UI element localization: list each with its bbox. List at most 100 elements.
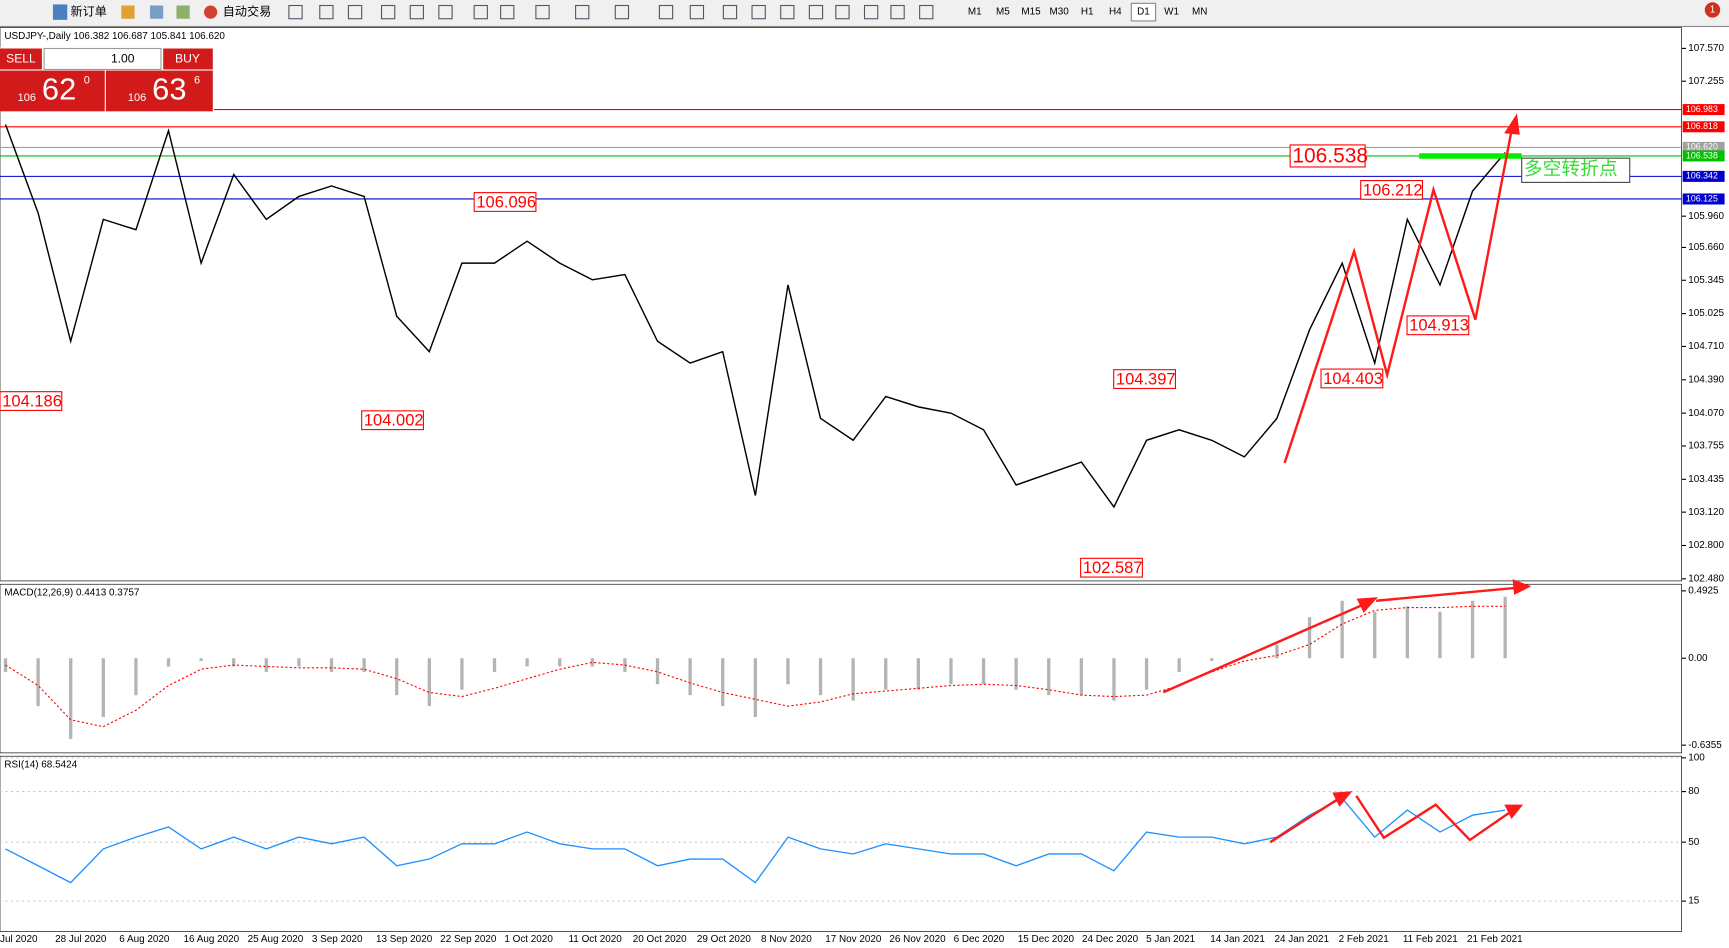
- x-tick-label: 17 Nov 2020: [825, 934, 882, 945]
- macd-bar: [525, 658, 529, 667]
- tool-icon[interactable]: [380, 4, 396, 20]
- price-annotation: 106.212: [1363, 180, 1423, 199]
- macd-panel: [0, 583, 1682, 754]
- tool-icon[interactable]: [751, 4, 766, 20]
- timeframe-button[interactable]: H4: [1109, 7, 1122, 18]
- timeframe-button[interactable]: W1: [1164, 7, 1179, 18]
- tool-icon[interactable]: [409, 4, 424, 20]
- lots-input[interactable]: [43, 47, 162, 70]
- macd-bar: [1307, 617, 1312, 659]
- tool-icon[interactable]: [780, 4, 795, 20]
- panel-title: USDJPY-,Daily 106.382 106.687 105.841 10…: [4, 31, 225, 42]
- price-arrow: [1283, 123, 1515, 464]
- tool-icon[interactable]: [121, 5, 135, 19]
- note: 多空转折点: [1524, 158, 1618, 179]
- timeframe-button[interactable]: M1: [968, 7, 982, 18]
- sell-button[interactable]: [0, 48, 42, 70]
- tool-icon[interactable]: [149, 5, 164, 19]
- x-tick-label: 20 Oct 2020: [633, 934, 687, 945]
- tool-icon[interactable]: [500, 4, 515, 20]
- tool-icon[interactable]: [808, 4, 824, 20]
- note-box: [1521, 157, 1631, 183]
- tool-icon[interactable]: [575, 4, 590, 20]
- trade-panel: SELL 1.00 BUY 106 62 0 106 63 6: [0, 47, 214, 112]
- sell-price-sup: 0: [84, 74, 90, 86]
- sell-price-box[interactable]: [0, 70, 105, 112]
- arrow-head: [1332, 791, 1353, 807]
- macd-bar: [786, 658, 790, 685]
- price-annotation: 102.587: [1083, 558, 1143, 577]
- timeframe-button[interactable]: M5: [996, 7, 1010, 18]
- tool-icon[interactable]: [176, 5, 190, 19]
- tool-icon[interactable]: [288, 4, 303, 20]
- macd-bar: [329, 658, 334, 672]
- price-annotation: 104.186: [2, 392, 62, 411]
- tool-icon[interactable]: [473, 4, 488, 20]
- timeframe-button[interactable]: D1: [1137, 7, 1150, 18]
- price-annotation: 106.096: [476, 192, 536, 211]
- y-tick-label: 103.120: [1688, 507, 1724, 518]
- macd-bar: [395, 658, 399, 696]
- level-label: 106.983: [1686, 104, 1718, 114]
- macd-arrow: [1162, 600, 1371, 694]
- tool-icon[interactable]: [347, 4, 363, 20]
- new-order-button[interactable]: 新订单: [71, 3, 107, 18]
- tool-icon[interactable]: [722, 4, 738, 20]
- macd-bar: [851, 658, 855, 701]
- tool-icon[interactable]: [658, 4, 674, 20]
- macd-bar: [492, 658, 497, 672]
- timeframe-button[interactable]: H1: [1081, 7, 1094, 18]
- macd-bar: [1503, 596, 1507, 659]
- price-annotation-box: [1113, 369, 1177, 389]
- buy-price-big: 106: [128, 92, 146, 104]
- x-tick-label: 11 Feb 2021: [1403, 934, 1458, 945]
- tool-icon[interactable]: [319, 4, 334, 20]
- alert-badge[interactable]: [1704, 2, 1721, 18]
- tool-icon[interactable]: [835, 4, 850, 20]
- tool-icon[interactable]: [438, 4, 453, 20]
- level-tag: [1682, 193, 1725, 205]
- price-annotation-box: [361, 410, 424, 431]
- timeframe-button[interactable]: M15: [1021, 7, 1041, 18]
- main-panel: [0, 27, 1682, 582]
- tool-icon[interactable]: [614, 4, 630, 20]
- price-annotation-box: [473, 192, 537, 212]
- x-tick-label: 16 Aug 2020: [183, 934, 239, 945]
- level-label: 106.818: [1686, 121, 1718, 131]
- y-tick-label: 0.00: [1688, 653, 1708, 664]
- lots-value[interactable]: 1.00: [111, 52, 135, 66]
- y-tick-label: 80: [1688, 786, 1700, 797]
- y-tick-label: 104.390: [1688, 374, 1724, 385]
- auto-trade-icon[interactable]: [203, 5, 218, 19]
- x-tick-label: 5 Jan 2021: [1146, 934, 1196, 945]
- buy-label[interactable]: BUY: [175, 52, 200, 66]
- macd-bar: [69, 658, 73, 739]
- tool-icon[interactable]: [689, 4, 705, 20]
- x-tick-label: 29 Oct 2020: [697, 934, 751, 945]
- auto-trade-button[interactable]: 自动交易: [223, 3, 271, 18]
- macd-bar: [721, 658, 725, 707]
- x-tick-label: 24 Dec 2020: [1082, 934, 1139, 945]
- panel-title: MACD(12,26,9) 0.4413 0.3757: [4, 588, 139, 599]
- timeframe-button[interactable]: MN: [1192, 7, 1207, 18]
- buy-price-sup: 6: [194, 74, 200, 86]
- macd-bar: [1340, 600, 1344, 659]
- sell-label[interactable]: SELL: [6, 52, 36, 66]
- rsi-line: [5, 797, 1506, 884]
- price-annotation-box: [0, 391, 63, 411]
- level-tag: [1682, 150, 1725, 162]
- timeframe-button[interactable]: M30: [1049, 7, 1069, 18]
- buy-price-box[interactable]: [105, 70, 213, 112]
- tool-icon[interactable]: [535, 4, 550, 20]
- level-label: 106.538: [1686, 150, 1718, 160]
- tool-icon[interactable]: [890, 4, 905, 20]
- timeframe-active[interactable]: [1130, 2, 1157, 22]
- macd-bar: [460, 658, 464, 690]
- tool-icon[interactable]: [863, 4, 879, 20]
- tool-icon[interactable]: [919, 4, 934, 20]
- y-tick-label: 102.800: [1688, 540, 1724, 551]
- price-annotation: 104.403: [1323, 369, 1383, 388]
- buy-button[interactable]: [163, 48, 213, 70]
- new-order-icon[interactable]: [52, 4, 68, 20]
